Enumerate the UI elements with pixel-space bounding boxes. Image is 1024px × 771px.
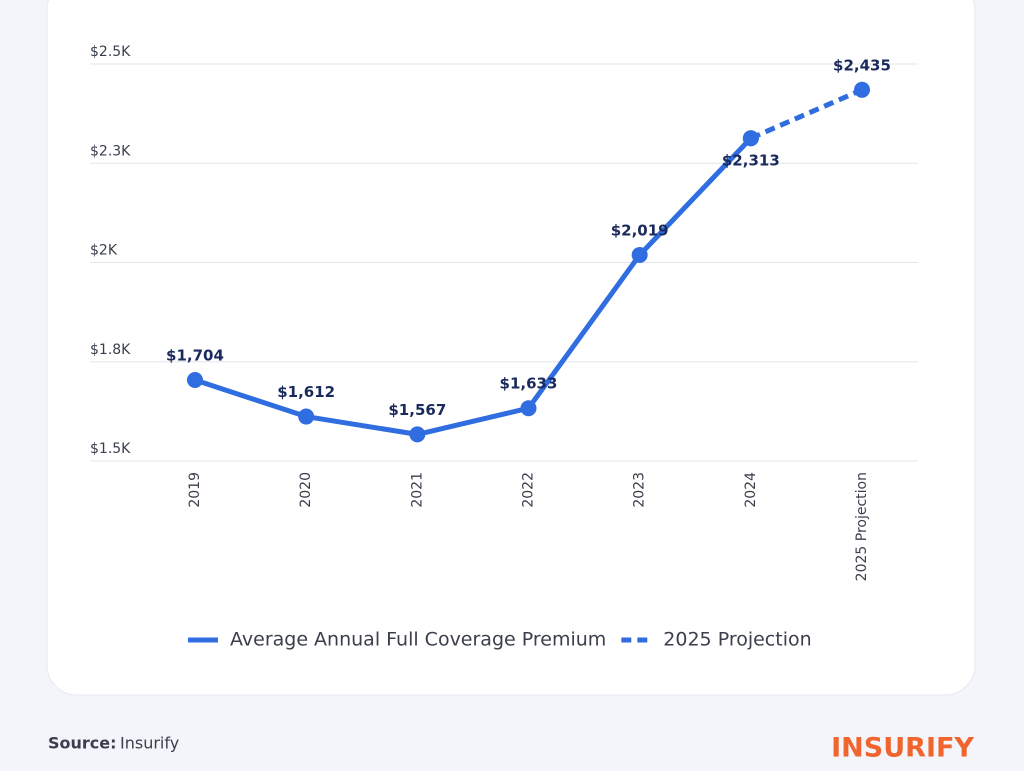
y-tick-label: $2K <box>90 243 118 259</box>
y-tick-label: $2.3K <box>90 143 131 159</box>
x-tick-label: 2020 <box>298 472 314 508</box>
y-tick-label: $1.5K <box>90 441 131 457</box>
point <box>187 372 203 389</box>
data-label: $1,567 <box>388 401 446 419</box>
data-label: $2,435 <box>833 56 891 74</box>
x-tick-label: 2019 <box>187 472 203 508</box>
x-tick-label: 2023 <box>632 472 648 508</box>
point <box>631 246 648 263</box>
x-tick-label: 2025 Projection <box>854 472 870 581</box>
y-tick-label: $1.8K <box>90 342 131 358</box>
x-tick-label: 2022 <box>521 472 537 508</box>
logo: INSURIFY <box>831 733 974 764</box>
legend-label: Average Annual Full Coverage Premium <box>230 629 606 651</box>
data-label: $1,612 <box>277 383 335 401</box>
point <box>409 426 426 443</box>
data-label: $2,019 <box>611 221 669 239</box>
card <box>46 0 976 696</box>
x-tick-label: 2024 <box>743 472 759 508</box>
data-label: $1,633 <box>500 375 558 393</box>
point <box>854 81 870 98</box>
point <box>742 130 759 147</box>
point <box>298 408 315 425</box>
source: Insurify <box>120 734 179 753</box>
legend-label: 2025 Projection <box>663 629 811 651</box>
point <box>520 400 537 417</box>
data-label: $2,313 <box>722 152 780 170</box>
source-label: Source: <box>48 734 117 753</box>
x-tick-label: 2021 <box>409 472 425 508</box>
series-line <box>194 136 753 437</box>
series-line <box>749 87 863 141</box>
y-tick-label: $2.5K <box>90 44 131 60</box>
data-label: $1,704 <box>166 347 224 365</box>
